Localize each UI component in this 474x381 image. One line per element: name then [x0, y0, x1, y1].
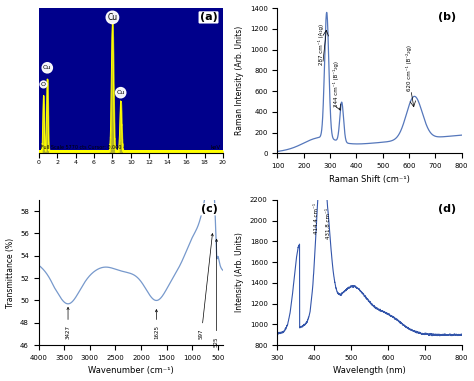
Y-axis label: Raman Intensity (Arb. Units): Raman Intensity (Arb. Units) — [235, 26, 244, 135]
Text: 431.8 cm⁻¹: 431.8 cm⁻¹ — [326, 208, 331, 239]
Text: 525: 525 — [214, 239, 219, 347]
Y-axis label: Intensity (Arb. Units): Intensity (Arb. Units) — [235, 233, 244, 312]
Text: Full Scale 5770 cts Cursor: 0.000: Full Scale 5770 cts Cursor: 0.000 — [41, 146, 121, 150]
Text: 414.4 cm⁻¹: 414.4 cm⁻¹ — [314, 203, 319, 234]
Text: (a): (a) — [200, 13, 218, 22]
Text: 344 cm⁻¹ (B⁻¹₂g): 344 cm⁻¹ (B⁻¹₂g) — [333, 61, 339, 107]
Text: (c): (c) — [201, 204, 218, 214]
Y-axis label: Transmittance (%): Transmittance (%) — [6, 237, 15, 307]
Text: Cu: Cu — [43, 65, 52, 70]
Text: O: O — [41, 82, 46, 87]
Text: 620 cm⁻¹ (B⁻²₂g): 620 cm⁻¹ (B⁻²₂g) — [406, 45, 412, 91]
Text: 3427: 3427 — [65, 307, 71, 339]
X-axis label: Wavelength (nm): Wavelength (nm) — [333, 367, 406, 375]
Text: Cu: Cu — [117, 90, 125, 95]
Text: (b): (b) — [438, 13, 456, 22]
Text: Cu: Cu — [107, 13, 118, 22]
Text: 287 cm⁻¹ (A₁g): 287 cm⁻¹ (A₁g) — [318, 24, 324, 65]
X-axis label: Raman Shift (cm⁻¹): Raman Shift (cm⁻¹) — [329, 174, 410, 184]
Text: 1625: 1625 — [154, 310, 159, 339]
Text: (d): (d) — [438, 204, 456, 214]
Text: 597: 597 — [199, 234, 213, 339]
Text: keV: keV — [211, 146, 221, 150]
X-axis label: Wavenumber (cm⁻¹): Wavenumber (cm⁻¹) — [88, 367, 173, 375]
